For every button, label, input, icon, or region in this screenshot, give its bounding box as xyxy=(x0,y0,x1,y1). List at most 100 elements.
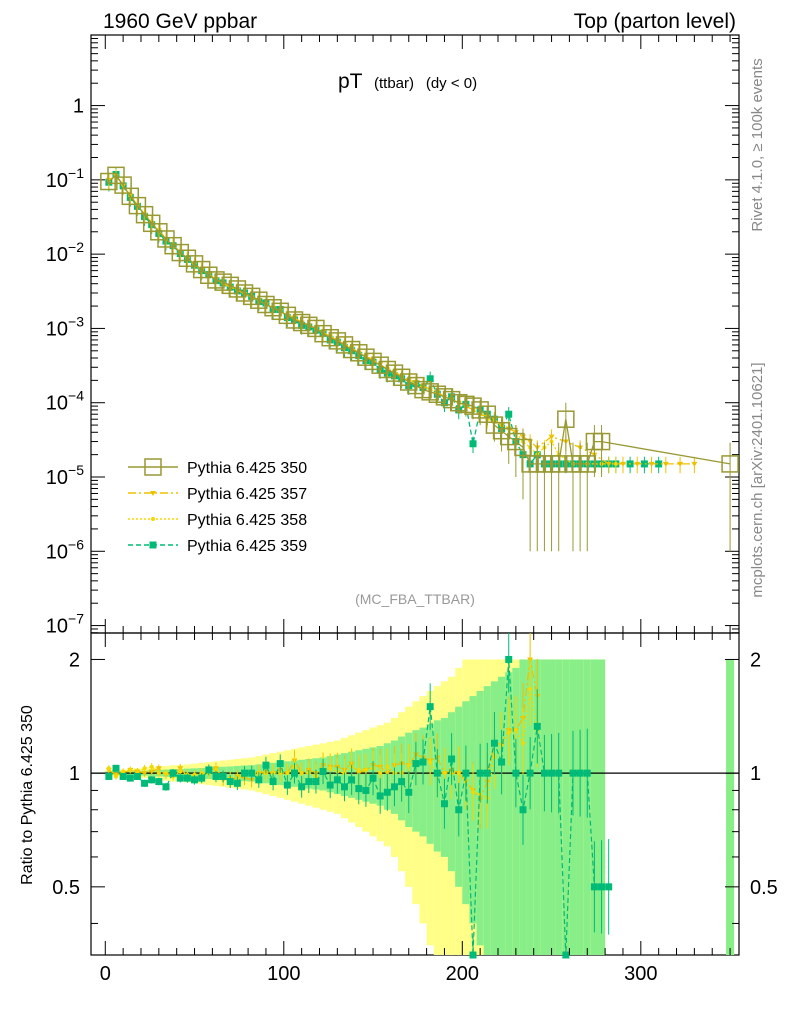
ratio-data-point xyxy=(562,951,570,959)
legend: Pythia 6.425 350 Pythia 6.425 357 Pythia 6… xyxy=(128,458,307,555)
plot-title-sub: (ttbar) xyxy=(374,75,414,92)
ratio-data-point xyxy=(598,883,606,891)
ratio-data-point xyxy=(390,783,398,791)
main-y-tick-label: 10−2 xyxy=(46,239,84,266)
main-data-point xyxy=(207,271,225,289)
main-data-point xyxy=(157,230,175,248)
ratio-data-point xyxy=(106,766,111,771)
ratio-data-point xyxy=(419,758,427,766)
ratio-data-point xyxy=(269,778,277,786)
ratio-data-point xyxy=(141,771,148,777)
main-data-point xyxy=(257,295,275,314)
ratio-data-point xyxy=(142,766,147,771)
main-data-point xyxy=(107,166,125,185)
main-y-tick-label: 10−5 xyxy=(46,462,84,489)
main-y-tick-label: 10−6 xyxy=(46,536,84,563)
main-data-point xyxy=(548,434,555,440)
ratio-y-tick-label-right: 2 xyxy=(750,649,761,671)
main-series-line xyxy=(108,175,616,465)
ratio-data-point xyxy=(428,760,433,765)
main-y-tick-label: 10−1 xyxy=(46,165,84,192)
ratio-data-point xyxy=(191,776,199,784)
main-data-point xyxy=(314,324,332,343)
plot-title-cut: (dy < 0) xyxy=(426,75,477,92)
ratio-data-point xyxy=(328,766,333,771)
ratio-data-point xyxy=(583,769,591,777)
ratio-data-point xyxy=(355,785,363,793)
main-data-point xyxy=(414,380,432,399)
ratio-data-point xyxy=(241,769,249,777)
main-series-group xyxy=(100,166,739,552)
ratio-data-point xyxy=(219,772,227,780)
ratio-series-group xyxy=(105,633,613,959)
ratio-y-tick-label: 0.5 xyxy=(52,877,80,899)
main-data-point xyxy=(435,388,454,406)
ratio-data-point xyxy=(148,776,156,784)
ratio-data-point xyxy=(369,774,377,782)
ratio-data-point xyxy=(448,755,456,763)
main-data-point xyxy=(485,416,504,434)
legend-label: Pythia 6.425 359 xyxy=(187,538,307,555)
main-data-point xyxy=(426,375,434,383)
ratio-data-point xyxy=(490,739,498,747)
main-data-point xyxy=(640,460,648,468)
main-data-point xyxy=(619,461,626,467)
ratio-data-point xyxy=(226,778,234,786)
ratio-band-green xyxy=(590,659,598,955)
ratio-band-green xyxy=(726,659,735,955)
ratio-data-point xyxy=(299,771,304,776)
legend-marker xyxy=(149,541,157,549)
ratio-data-point xyxy=(483,769,491,777)
ratio-data-point xyxy=(376,792,384,800)
main-data-point xyxy=(192,260,211,279)
legend-marker xyxy=(150,491,156,496)
ratio-data-point xyxy=(126,774,134,782)
ratio-data-point xyxy=(333,776,341,784)
ratio-ticks: 2 2 1 1 0.5 0.5 xyxy=(52,649,778,924)
ratio-data-point xyxy=(205,766,213,774)
main-data-point xyxy=(471,401,489,419)
main-data-point xyxy=(613,461,618,466)
ratio-data-point xyxy=(426,703,434,711)
header-left: 1960 GeV ppbar xyxy=(103,10,257,33)
ratio-data-point xyxy=(398,778,406,786)
ratio-data-point xyxy=(512,769,520,777)
main-data-point xyxy=(178,249,197,268)
plot-title: pT (ttbar) (dy < 0) xyxy=(338,70,477,93)
header-right: Top (parton level) xyxy=(574,10,736,33)
ratio-data-point xyxy=(283,781,291,789)
ratio-data-point xyxy=(291,769,299,777)
main-data-point xyxy=(407,376,425,395)
ratio-data-point xyxy=(278,771,283,776)
ratio-data-point xyxy=(590,883,598,891)
ratio-data-point xyxy=(405,788,413,796)
main-data-point xyxy=(662,461,669,467)
ratio-data-point xyxy=(233,779,241,787)
ratio-data-point xyxy=(212,772,220,780)
legend-marker xyxy=(151,517,155,521)
main-y-ticks xyxy=(91,37,739,634)
main-data-point xyxy=(100,172,118,191)
ratio-data-point xyxy=(442,771,447,776)
ratio-data-point xyxy=(155,778,163,786)
ratio-data-point xyxy=(141,779,149,787)
ratio-band-green xyxy=(533,659,541,955)
main-data-point xyxy=(549,455,568,473)
main-data-point xyxy=(185,255,204,273)
ratio-data-point xyxy=(255,776,263,784)
ratio-data-point xyxy=(356,767,361,772)
main-data-point xyxy=(164,236,182,255)
main-data-point xyxy=(114,176,132,194)
main-data-point xyxy=(121,187,140,206)
ratio-data-point xyxy=(178,769,183,774)
main-data-point xyxy=(648,461,655,467)
x-tick-label: 300 xyxy=(624,963,657,985)
ratio-data-point xyxy=(605,883,613,891)
ratio-data-point xyxy=(340,783,348,791)
main-data-point xyxy=(605,461,612,467)
ratio-data-point xyxy=(548,769,556,777)
ratio-data-point xyxy=(412,760,420,768)
ratio-data-point xyxy=(569,769,577,777)
ratio-panel-frame xyxy=(90,632,740,956)
ratio-y-tick-label-right: 1 xyxy=(750,763,761,785)
